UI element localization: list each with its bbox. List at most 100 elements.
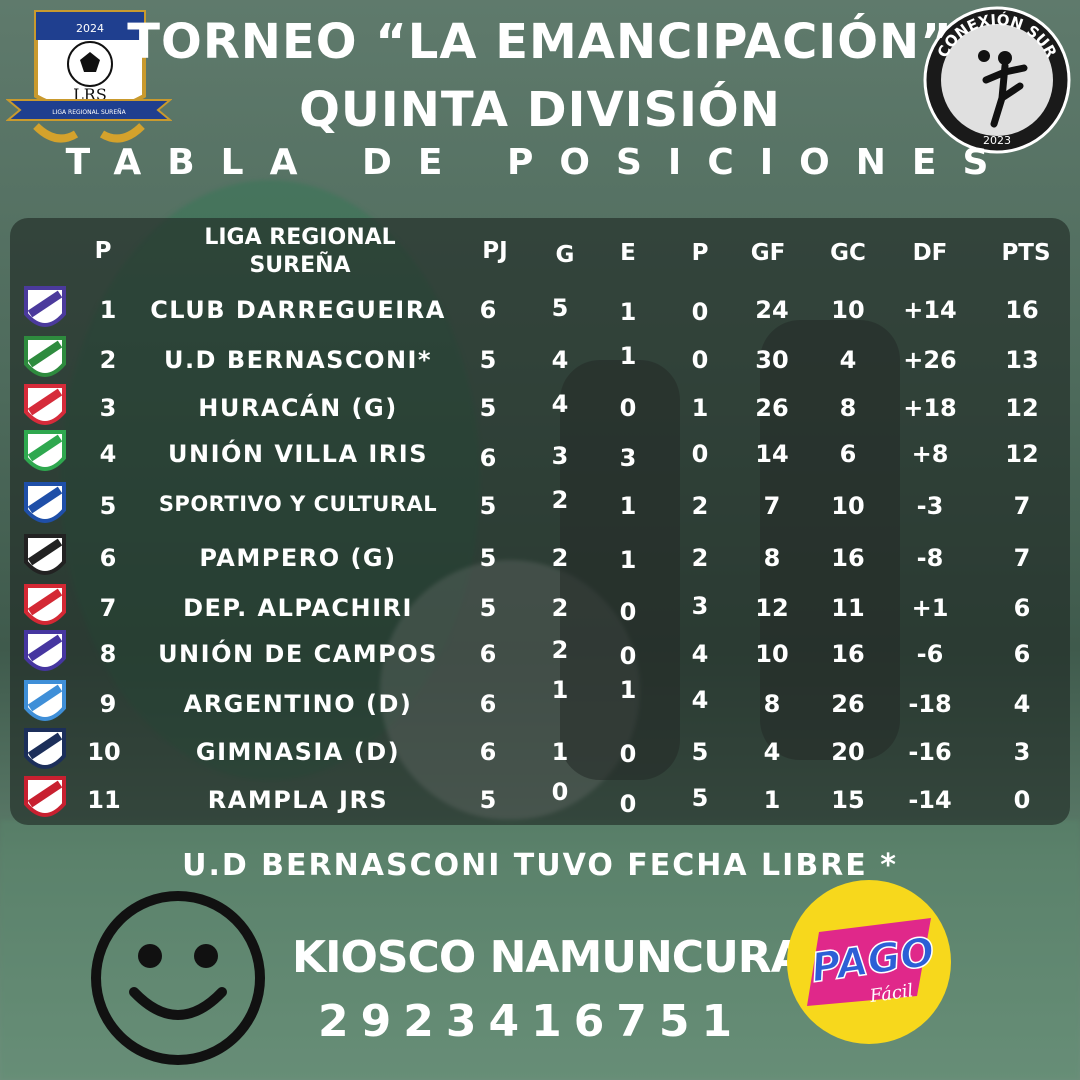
gc-cell: 26 [831,690,865,718]
standings-title: TABLA DE POSICIONES [65,142,1015,183]
p-cell: 1 [691,394,709,422]
team-name: UNIÓN VILLA IRIS [168,440,428,468]
header-df: DF [912,240,948,266]
g-cell: 2 [551,544,569,572]
position-cell: 9 [99,690,117,718]
p-cell: 5 [691,738,709,766]
p-cell: 4 [691,686,709,714]
position-cell: 4 [99,440,117,468]
team-name: U.D BERNASCONI* [163,346,433,374]
gf-cell: 7 [763,492,781,520]
e-cell: 1 [619,342,637,370]
header-g: G [555,242,575,268]
gc-cell: 8 [839,394,857,422]
sponsor-phone: 2923416751 [318,996,745,1047]
pts-cell: 6 [1013,594,1031,622]
pj-cell: 6 [479,444,497,472]
pj-cell: 5 [479,544,497,572]
lrs-banner: LIGA REGIONAL SUREÑA [52,109,126,116]
gf-cell: 1 [763,786,781,814]
pj-cell: 5 [479,492,497,520]
df-cell: -16 [908,738,952,766]
header-pos: P [94,238,112,264]
g-cell: 2 [551,636,569,664]
gf-cell: 4 [763,738,781,766]
position-cell: 6 [99,544,117,572]
df-cell: +14 [903,296,957,324]
df-cell: +26 [903,346,957,374]
p-cell: 0 [691,346,709,374]
pts-cell: 0 [1013,786,1031,814]
team-name: SPORTIVO Y CULTURAL [158,492,438,516]
position-cell: 2 [99,346,117,374]
sponsor-name: KIOSCO NAMUNCURA [292,932,805,983]
gc-cell: 11 [831,594,865,622]
pts-cell: 12 [1005,440,1039,468]
g-cell: 1 [551,738,569,766]
gf-cell: 26 [755,394,789,422]
p-cell: 2 [691,492,709,520]
pj-cell: 6 [479,296,497,324]
e-cell: 0 [619,790,637,818]
df-cell: +8 [911,440,949,468]
g-cell: 1 [551,676,569,704]
gf-cell: 24 [755,296,789,324]
pj-cell: 5 [479,594,497,622]
g-cell: 2 [551,486,569,514]
team-name: CLUB DARREGUEIRA [150,296,446,324]
header-pj: PJ [482,238,508,264]
header-pts: PTS [1001,240,1051,266]
p-cell: 2 [691,544,709,572]
pj-cell: 6 [479,738,497,766]
team-crest-icon [24,728,66,769]
p-cell: 3 [691,592,709,620]
gc-cell: 6 [839,440,857,468]
gf-cell: 30 [755,346,789,374]
p-cell: 0 [691,440,709,468]
team-crest-icon [24,286,66,327]
pts-cell: 7 [1013,492,1031,520]
team-name: PAMPERO (G) [199,544,397,572]
e-cell: 3 [619,444,637,472]
header-p: P [691,240,709,266]
team-crest-icon [24,584,66,625]
pj-cell: 6 [479,690,497,718]
df-cell: -8 [916,544,944,572]
position-cell: 10 [87,738,121,766]
tournament-title: TORNEO “LA EMANCIPACIÓN” [127,14,953,70]
team-crest-icon [24,534,66,575]
position-cell: 8 [99,640,117,668]
g-cell: 2 [551,594,569,622]
df-cell: +1 [911,594,949,622]
gc-cell: 20 [831,738,865,766]
standings-table-panel [10,218,1070,825]
g-cell: 3 [551,442,569,470]
lrs-logo: 2024 LRS LIGA REGIONAL SUREÑA [6,10,172,143]
gc-cell: 16 [831,544,865,572]
team-crest-icon [24,680,66,721]
gc-cell: 10 [831,296,865,324]
team-crest-icon [24,630,66,671]
position-cell: 5 [99,492,117,520]
position-cell: 3 [99,394,117,422]
e-cell: 0 [619,642,637,670]
gc-cell: 4 [839,346,857,374]
pj-cell: 5 [479,394,497,422]
cs-year: 2023 [983,134,1011,147]
df-cell: -14 [908,786,952,814]
team-name: UNIÓN DE CAMPOS [158,640,438,668]
gf-cell: 14 [755,440,789,468]
team-crest-icon [24,336,66,377]
p-cell: 4 [691,640,709,668]
gf-cell: 8 [763,544,781,572]
e-cell: 1 [619,676,637,704]
team-crest-icon [24,384,66,425]
pts-cell: 16 [1005,296,1039,324]
df-cell: +18 [903,394,957,422]
pj-cell: 5 [479,346,497,374]
df-cell: -3 [916,492,944,520]
team-crest-icon [24,430,66,471]
bye-note: U.D BERNASCONI TUVO FECHA LIBRE * [182,848,898,883]
header-gf: GF [750,240,786,266]
pts-cell: 4 [1013,690,1031,718]
